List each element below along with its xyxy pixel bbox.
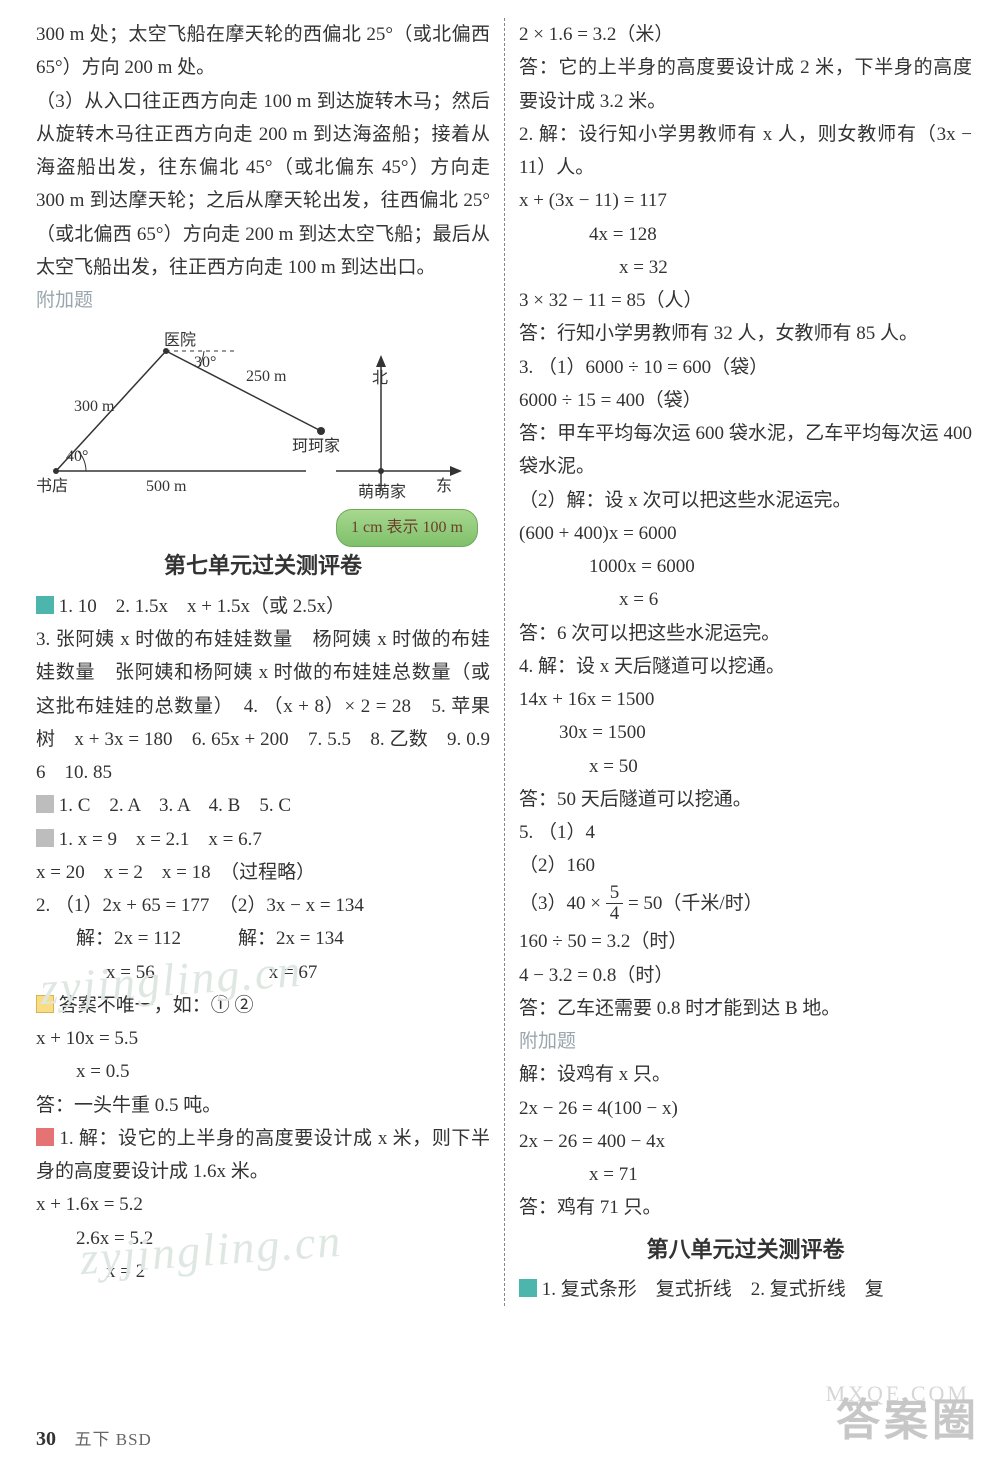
answer-text: 答：甲车平均每次运 600 袋水泥，乙车平均每次运 400 袋水泥。	[519, 417, 972, 484]
answer-text: x = 6	[519, 583, 972, 616]
section-icon	[36, 1128, 54, 1146]
answer-line: 1. x = 9 x = 2.1 x = 6.7	[36, 823, 490, 856]
answer-text: 解：设鸡有 x 只。	[519, 1058, 972, 1091]
section-icon	[36, 795, 54, 813]
answer-text: 1. 10 2. 1.5x x + 1.5x（或 2.5x）	[59, 596, 345, 617]
answer-text: x = 0.5	[36, 1055, 490, 1088]
body-text: （3）从入口往正西方向走 100 m 到达旋转木马；然后从旋转木马往正西方向走 …	[36, 85, 490, 285]
answer-text: x = 56 x = 67	[36, 956, 490, 989]
map-diagram: 医院 30° 250 m 北 300 m 珂珂家 40° 书店 500 m 东 …	[36, 321, 476, 541]
answer-text: 2. 解：设行知小学男教师有 x 人，则女教师有（3x − 11）人。	[519, 118, 972, 185]
unit-heading: 第八单元过关测评卷	[519, 1231, 972, 1270]
answer-text: 1. x = 9 x = 2.1 x = 6.7	[59, 829, 262, 850]
answer-text: 14x + 16x = 1500	[519, 683, 972, 716]
answer-text: 1. C 2. A 3. A 4. B 5. C	[59, 795, 291, 816]
answer-line: 1. 10 2. 1.5x x + 1.5x（或 2.5x）	[36, 590, 490, 623]
answer-line: 答案不唯一，如：① ②	[36, 989, 490, 1022]
body-text: 300 m 处；太空飞船在摩天轮的西偏北 25°（或北偏西 65°）方向 200…	[36, 18, 490, 85]
diagram-label: 300 m	[74, 393, 114, 421]
answer-text: 4 − 3.2 = 0.8（时）	[519, 959, 972, 992]
answer-text: 答：6 次可以把这些水泥运完。	[519, 617, 972, 650]
answer-text: 2x − 26 = 4(100 − x)	[519, 1092, 972, 1125]
answer-text: 2 × 1.6 = 3.2（米）	[519, 18, 972, 51]
answer-text: （2）解：设 x 次可以把这些水泥运完。	[519, 484, 972, 517]
diagram-label: 书店	[36, 473, 68, 501]
answer-text: 1000x = 6000	[519, 550, 972, 583]
diagram-label: 东	[436, 473, 452, 501]
answer-text: （3）40 × 5 4 = 50（千米/时）	[519, 883, 972, 926]
answer-text: 160 ÷ 50 = 3.2（时）	[519, 925, 972, 958]
section-label: 附加题	[519, 1025, 972, 1058]
frac-num: 5	[606, 883, 624, 905]
frac-den: 4	[606, 904, 624, 925]
page-number: 30	[36, 1428, 56, 1450]
legend-badge: 1 cm 表示 100 m	[336, 509, 478, 547]
diagram-label: 500 m	[146, 473, 186, 501]
answer-text: x = 20 x = 2 x = 18 （过程略）	[36, 856, 490, 889]
answer-text: 2. （1）2x + 65 = 177 （2）3x − x = 134	[36, 889, 490, 922]
diagram-svg	[36, 321, 476, 541]
answer-line: 1. 解：设它的上半身的高度要设计成 x 米，则下半身的高度要设计成 1.6x …	[36, 1122, 490, 1189]
diagram-label: 萌萌家	[358, 479, 406, 507]
answer-text: 答：乙车还需要 0.8 时才能到达 B 地。	[519, 992, 972, 1025]
answer-text: 2x − 26 = 400 − 4x	[519, 1125, 972, 1158]
answer-text: 答：50 天后隧道可以挖通。	[519, 783, 972, 816]
diagram-label: 珂珂家	[292, 433, 340, 461]
diagram-label: 250 m	[246, 363, 286, 391]
answer-text: x = 2	[36, 1255, 490, 1288]
left-column: 300 m 处；太空飞船在摩天轮的西偏北 25°（或北偏西 65°）方向 200…	[36, 18, 504, 1306]
section-label: 附加题	[36, 284, 490, 317]
answer-text: 答：鸡有 71 只。	[519, 1191, 972, 1224]
answer-text: 答案不唯一，如：① ②	[59, 995, 254, 1016]
fraction: 5 4	[606, 883, 624, 926]
section-icon	[36, 995, 54, 1013]
right-column: 2 × 1.6 = 3.2（米） 答：它的上半身的高度要设计成 2 米，下半身的…	[504, 18, 972, 1306]
answer-text: 3. （1）6000 ÷ 10 = 600（袋）	[519, 351, 972, 384]
section-icon	[36, 596, 54, 614]
section-icon	[519, 1279, 537, 1297]
answer-text: 4. 解：设 x 天后隧道可以挖通。	[519, 650, 972, 683]
unit-heading: 第七单元过关测评卷	[36, 547, 490, 586]
answer-text: x = 71	[519, 1158, 972, 1191]
answer-text: x + 10x = 5.5	[36, 1022, 490, 1055]
answer-text: x + (3x − 11) = 117	[519, 184, 972, 217]
answer-text: 2.6x = 5.2	[36, 1222, 490, 1255]
answer-text: x = 50	[519, 750, 972, 783]
diagram-legend: 1 cm 表示 100 m	[336, 509, 478, 547]
answer-text: x + 1.6x = 5.2	[36, 1188, 490, 1221]
diagram-label: 30°	[194, 349, 216, 377]
answer-text: 6000 ÷ 15 = 400（袋）	[519, 384, 972, 417]
answer-text: 答：一头牛重 0.5 吨。	[36, 1089, 490, 1122]
page-footer: 30 五下 BSD	[36, 1422, 152, 1457]
answer-text: (600 + 400)x = 6000	[519, 517, 972, 550]
answer-text: 3 × 32 − 11 = 85（人）	[519, 284, 972, 317]
section-icon	[36, 829, 54, 847]
answer-line: 1. C 2. A 3. A 4. B 5. C	[36, 789, 490, 822]
answer-text: 3. 张阿姨 x 时做的布娃娃数量 杨阿姨 x 时做的布娃娃数量 张阿姨和杨阿姨…	[36, 623, 490, 789]
frac-pre: （3）40 ×	[519, 892, 606, 913]
answer-circle-watermark: 答案圈	[836, 1382, 980, 1459]
answer-text: 解：2x = 112 解：2x = 134	[36, 922, 490, 955]
diagram-label: 医院	[164, 327, 196, 355]
footer-tag: 五下 BSD	[75, 1430, 152, 1449]
answer-text: 答：行知小学男教师有 32 人，女教师有 85 人。	[519, 317, 972, 350]
answer-text: 1. 解：设它的上半身的高度要设计成 x 米，则下半身的高度要设计成 1.6x …	[36, 1128, 490, 1182]
answer-text: 4x = 128	[519, 218, 972, 251]
frac-post: = 50（千米/时）	[628, 892, 763, 913]
answer-text: （2）160	[519, 849, 972, 882]
answer-line: 1. 复式条形 复式折线 2. 复式折线 复	[519, 1273, 972, 1306]
answer-text: 5. （1）4	[519, 816, 972, 849]
diagram-label: 北	[372, 365, 388, 393]
answer-text: 1. 复式条形 复式折线 2. 复式折线 复	[542, 1279, 884, 1300]
diagram-label: 40°	[66, 443, 88, 471]
answer-text: x = 32	[519, 251, 972, 284]
answer-text: 答：它的上半身的高度要设计成 2 米，下半身的高度要设计成 3.2 米。	[519, 51, 972, 118]
answer-text: 30x = 1500	[519, 716, 972, 749]
